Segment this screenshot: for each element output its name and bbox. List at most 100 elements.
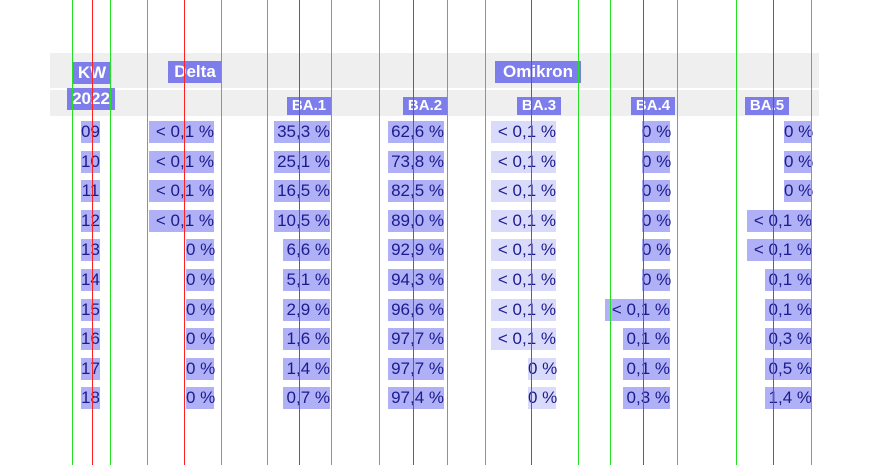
column-center-line-2 <box>184 0 185 465</box>
header-divider <box>50 88 819 90</box>
header-ba1: BA.1 <box>287 97 331 115</box>
column-boundary-line-14 <box>811 0 812 465</box>
cell-ba5-row-3: 0 % <box>784 180 814 202</box>
column-center-line-6 <box>643 0 644 465</box>
header-ba3: BA.3 <box>517 97 561 115</box>
cell-ba2-row-8: 97,7 % <box>388 328 444 350</box>
cell-kw-row-4: 12 <box>81 210 100 232</box>
cell-ba4-row-4: 0 % <box>642 210 672 232</box>
cell-kw-row-8: 16 <box>81 328 100 350</box>
cell-delta-row-3: < 0,1 % <box>149 180 214 202</box>
cell-ba4-row-8: 0,1 % <box>623 328 670 350</box>
cell-ba3-row-7: < 0,1 % <box>491 299 556 321</box>
cell-ba1-row-5: 6,6 % <box>283 239 330 261</box>
cell-ba5-row-8: 0,3 % <box>765 328 812 350</box>
cell-ba2-row-4: 89,0 % <box>388 210 444 232</box>
cell-ba2-row-2: 73,8 % <box>388 151 444 173</box>
cell-ba4-row-1: 0 % <box>642 121 672 143</box>
header-delta: Delta <box>168 61 222 83</box>
cell-delta-row-9: 0 % <box>186 358 216 380</box>
header-omikron: Omikron <box>495 61 581 83</box>
header-ba2: BA.2 <box>403 97 447 115</box>
cell-kw-row-5: 13 <box>81 239 100 261</box>
column-center-line-1 <box>92 0 93 465</box>
column-boundary-line-4 <box>221 0 222 465</box>
cell-ba3-row-4: < 0,1 % <box>491 210 556 232</box>
cell-ba1-row-2: 25,1 % <box>274 151 330 173</box>
cell-kw-row-3: 11 <box>81 180 100 202</box>
header-ba4: BA.4 <box>631 97 675 115</box>
column-boundary-line-6 <box>331 0 332 465</box>
cell-ba2-row-1: 62,6 % <box>388 121 444 143</box>
column-boundary-line-9 <box>485 0 486 465</box>
cell-ba5-row-7: 0,1 % <box>765 299 812 321</box>
cell-ba4-row-10: 0,3 % <box>623 387 670 409</box>
cell-ba2-row-7: 96,6 % <box>388 299 444 321</box>
column-boundary-line-8 <box>447 0 448 465</box>
cell-ba2-row-9: 97,7 % <box>388 358 444 380</box>
cell-ba3-row-1: < 0,1 % <box>491 121 556 143</box>
cell-ba4-row-3: 0 % <box>642 180 672 202</box>
cell-ba3-row-10: 0 % <box>528 387 558 409</box>
cell-ba1-row-10: 0,7 % <box>283 387 330 409</box>
column-boundary-line-11 <box>610 0 611 465</box>
cell-ba2-row-5: 92,9 % <box>388 239 444 261</box>
cell-ba5-row-1: 0 % <box>784 121 814 143</box>
cell-kw-row-10: 18 <box>81 387 100 409</box>
cell-ba4-row-5: 0 % <box>642 239 672 261</box>
column-boundary-line-5 <box>267 0 268 465</box>
cell-ba2-row-10: 97,4 % <box>388 387 444 409</box>
cell-kw-row-9: 17 <box>81 358 100 380</box>
column-boundary-line-2 <box>110 0 111 465</box>
header-year: 2022 <box>67 88 115 110</box>
cell-ba2-row-3: 82,5 % <box>388 180 444 202</box>
cell-ba5-row-9: 0,5 % <box>765 358 812 380</box>
cell-ba5-row-6: 0,1 % <box>765 269 812 291</box>
column-boundary-line-1 <box>72 0 73 465</box>
cell-ba4-row-6: 0 % <box>642 269 672 291</box>
cell-ba4-row-7: < 0,1 % <box>605 299 670 321</box>
column-boundary-line-10 <box>578 0 579 465</box>
cell-ba5-row-10: 1,4 % <box>765 387 812 409</box>
column-center-line-4 <box>413 0 414 465</box>
cell-delta-row-2: < 0,1 % <box>149 151 214 173</box>
column-boundary-line-7 <box>379 0 380 465</box>
cell-ba1-row-3: 16,5 % <box>274 180 330 202</box>
cell-ba1-row-8: 1,6 % <box>283 328 330 350</box>
header-ba5: BA.5 <box>745 97 789 115</box>
cell-ba4-row-2: 0 % <box>642 151 672 173</box>
cell-ba1-row-7: 2,9 % <box>283 299 330 321</box>
cell-ba2-row-6: 94,3 % <box>388 269 444 291</box>
column-center-line-5 <box>531 0 532 465</box>
cell-ba5-row-2: 0 % <box>784 151 814 173</box>
cell-delta-row-7: 0 % <box>186 299 216 321</box>
cell-ba4-row-9: 0,1 % <box>623 358 670 380</box>
cell-ba1-row-6: 5,1 % <box>283 269 330 291</box>
cell-kw-row-1: 09 <box>81 121 100 143</box>
cell-ba3-row-8: < 0,1 % <box>491 328 556 350</box>
cell-delta-row-1: < 0,1 % <box>149 121 214 143</box>
column-center-line-7 <box>773 0 774 465</box>
cell-kw-row-2: 10 <box>81 151 100 173</box>
cell-kw-row-7: 15 <box>81 299 100 321</box>
column-boundary-line-3 <box>147 0 148 465</box>
cell-ba3-row-6: < 0,1 % <box>491 269 556 291</box>
cell-ba5-row-5: < 0,1 % <box>747 239 812 261</box>
column-boundary-line-13 <box>736 0 737 465</box>
cell-delta-row-6: 0 % <box>186 269 216 291</box>
cell-kw-row-6: 14 <box>81 269 100 291</box>
cell-ba1-row-9: 1,4 % <box>283 358 330 380</box>
column-center-line-3 <box>299 0 300 465</box>
cell-ba3-row-3: < 0,1 % <box>491 180 556 202</box>
cell-ba3-row-9: 0 % <box>528 358 558 380</box>
cell-ba1-row-1: 35,3 % <box>274 121 330 143</box>
cell-ba3-row-2: < 0,1 % <box>491 151 556 173</box>
cell-ba5-row-4: < 0,1 % <box>747 210 812 232</box>
column-boundary-line-12 <box>677 0 678 465</box>
cell-ba3-row-5: < 0,1 % <box>491 239 556 261</box>
cell-delta-row-5: 0 % <box>186 239 216 261</box>
cell-delta-row-8: 0 % <box>186 328 216 350</box>
cell-delta-row-4: < 0,1 % <box>149 210 214 232</box>
cell-delta-row-10: 0 % <box>186 387 216 409</box>
cell-ba1-row-4: 10,5 % <box>274 210 330 232</box>
